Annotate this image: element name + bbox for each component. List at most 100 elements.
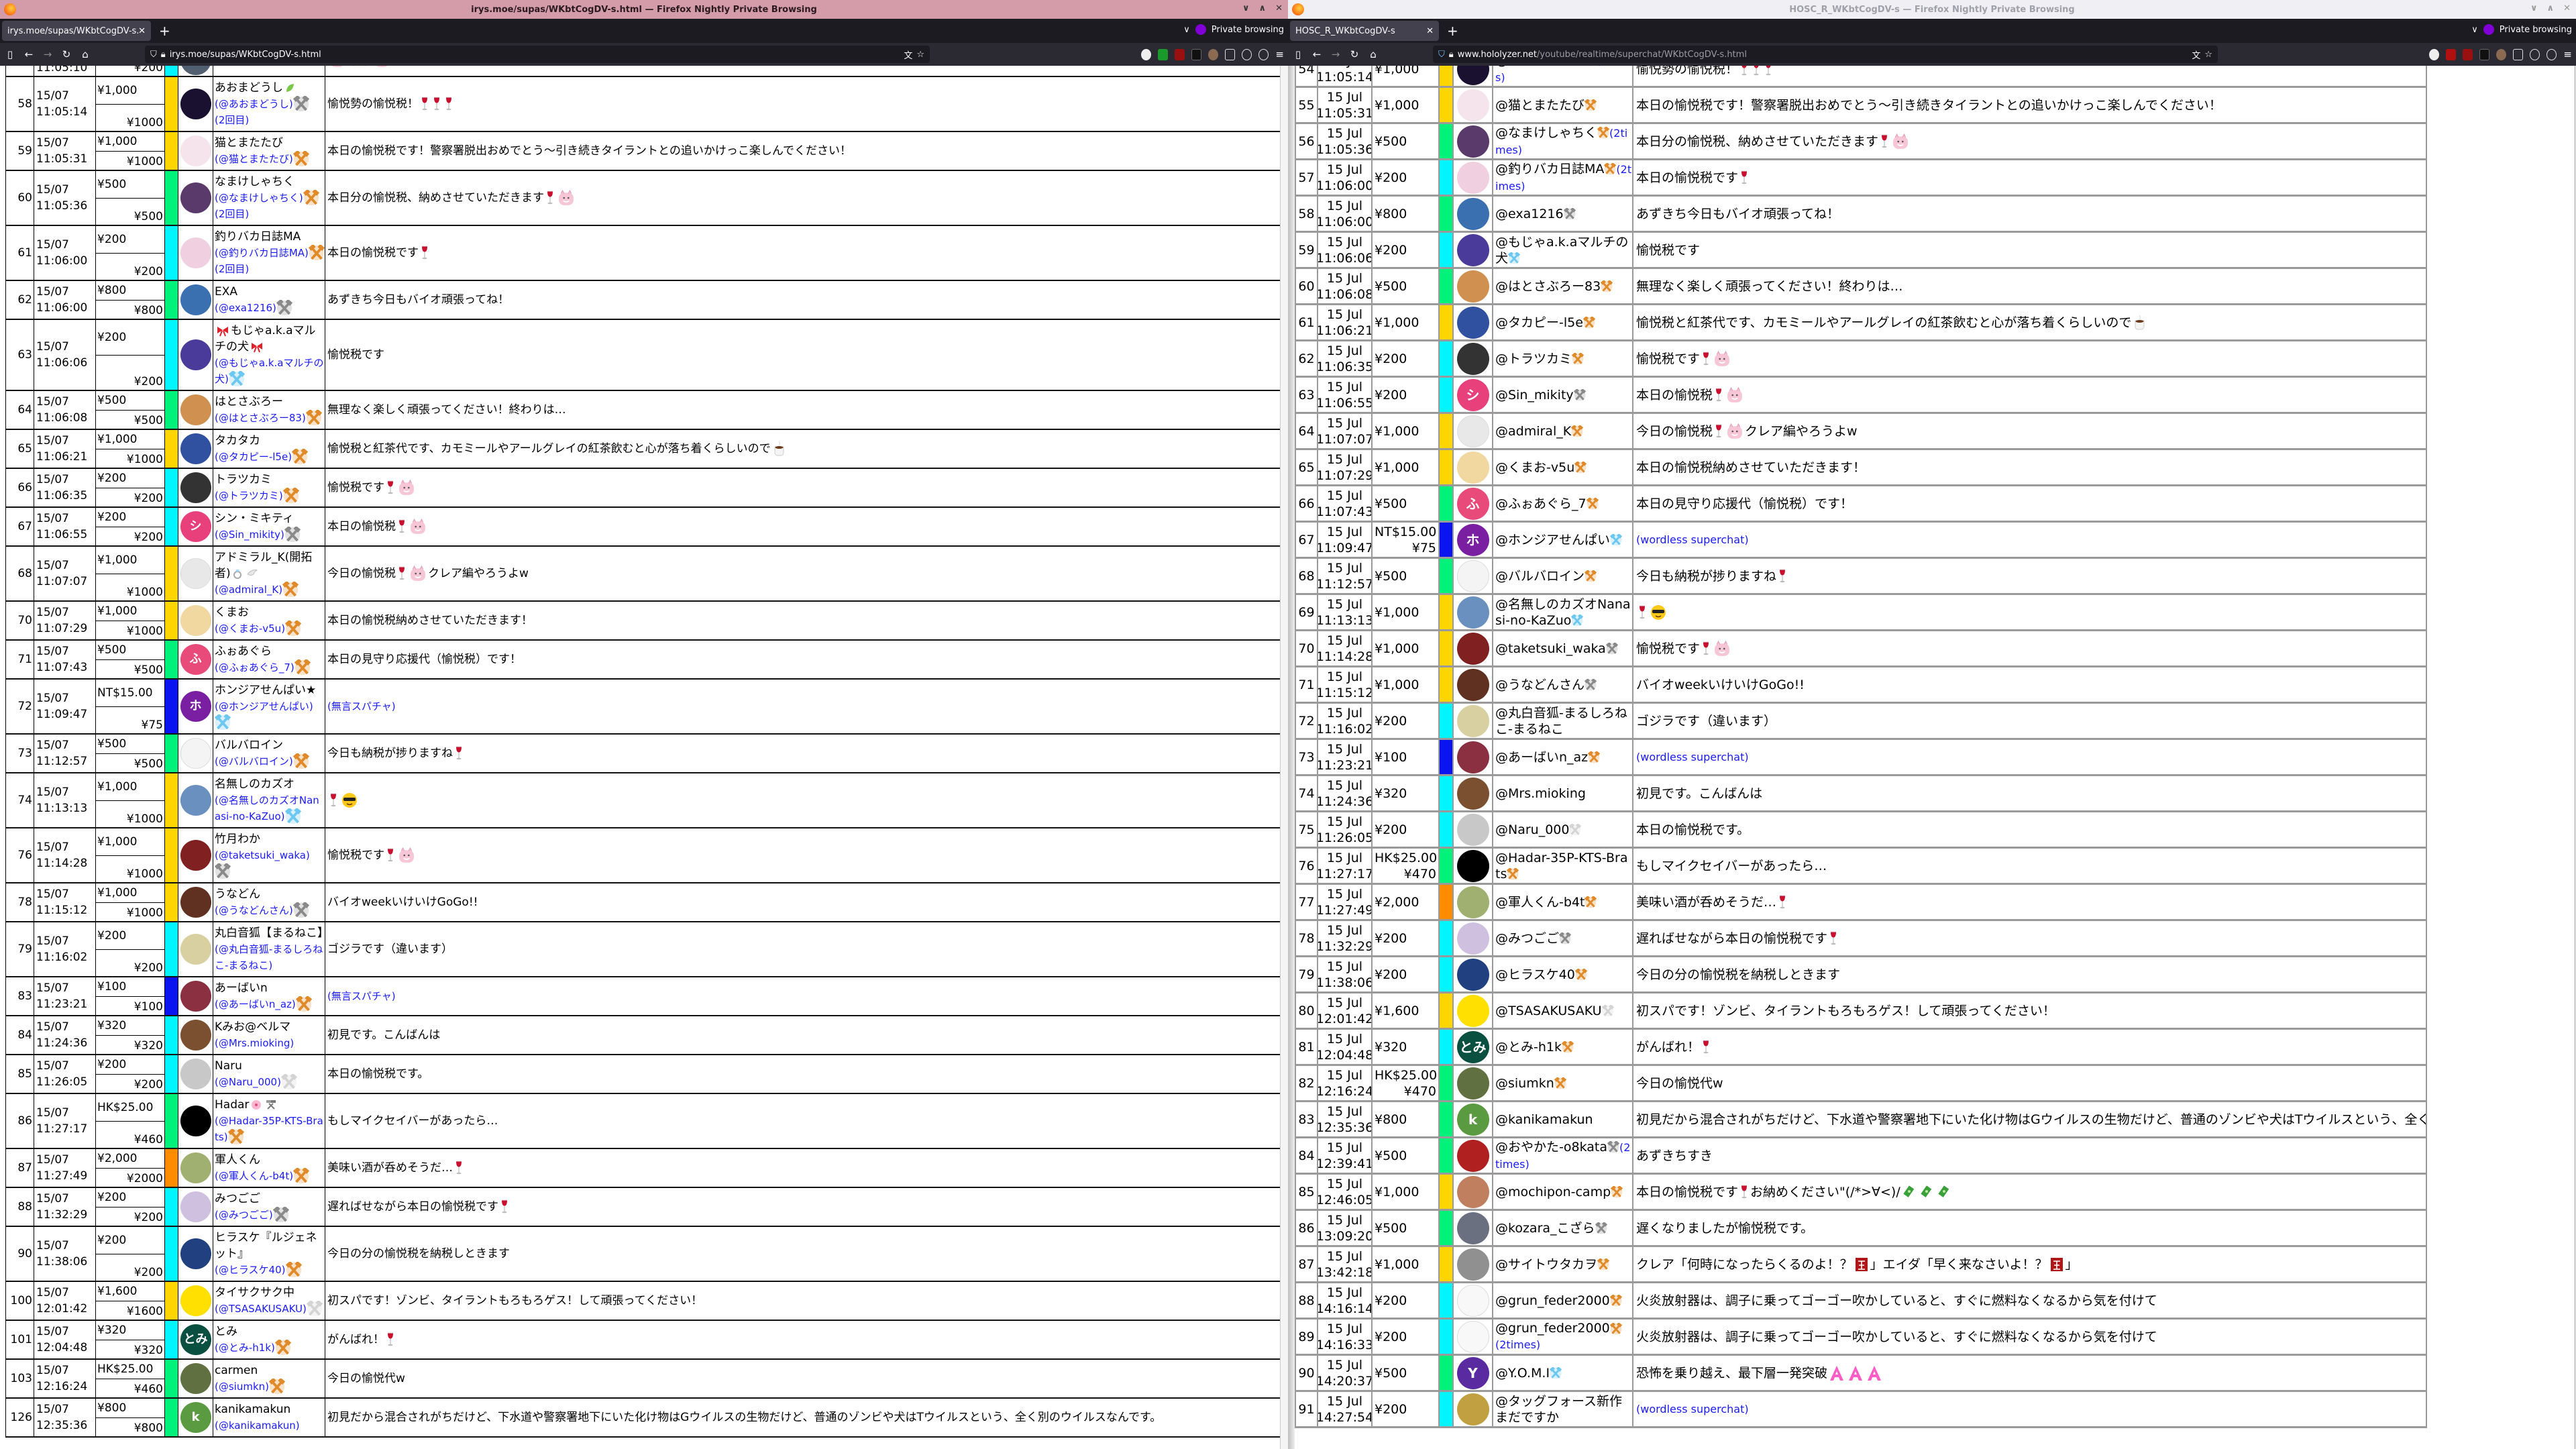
channel-handle-link[interactable]: (@siumkn) <box>215 1381 269 1393</box>
avatar[interactable] <box>1456 1284 1489 1317</box>
channel-handle-link[interactable]: @Naru_000 <box>1495 822 1570 837</box>
bookmark-star-icon[interactable]: ☆ <box>2204 49 2212 60</box>
channel-handle-link[interactable]: @Mrs.mioking <box>1495 786 1586 801</box>
extension-icon[interactable] <box>2496 48 2507 60</box>
account-icon[interactable] <box>1258 48 1269 60</box>
channel-handle-link[interactable]: @丸白音狐-まるしろねこ-まるねこ <box>1495 705 1627 737</box>
channel-handle-link[interactable]: @もじゃa.k.aマルチの犬 <box>1495 234 1629 266</box>
extension-icon[interactable] <box>1242 48 1252 60</box>
app-menu-button[interactable]: ≡ <box>1275 48 1284 60</box>
channel-handle-link[interactable]: @taketsuki_waka <box>1495 641 1606 656</box>
avatar[interactable]: ふ <box>180 644 211 675</box>
channel-handle-link[interactable]: (@exa1216) <box>215 302 276 314</box>
channel-handle-link[interactable]: (@なまけしゃちく) <box>215 192 303 204</box>
avatar[interactable] <box>1456 958 1489 991</box>
channel-handle-link[interactable]: @あーばいn_az <box>1495 749 1589 765</box>
avatar[interactable] <box>1456 306 1489 339</box>
maximize-button[interactable]: ∧ <box>2546 3 2555 13</box>
avatar[interactable] <box>1456 415 1489 447</box>
avatar[interactable]: シ <box>1456 378 1489 411</box>
translate-icon[interactable]: 文 <box>904 50 913 61</box>
channel-handle-link[interactable]: (@タカピー-l5e) <box>215 451 292 463</box>
channel-handle-link[interactable]: @ヒラスケ40 <box>1495 967 1575 982</box>
channel-handle-link[interactable]: @猫とまたたび <box>1495 97 1585 113</box>
channel-handle-link[interactable]: (@バルバロイン) <box>215 755 293 767</box>
avatar[interactable] <box>1456 596 1489 629</box>
minimize-button[interactable]: ∨ <box>1242 3 1250 13</box>
avatar[interactable]: ふ <box>1456 487 1489 520</box>
avatar[interactable] <box>180 605 211 636</box>
reload-icon[interactable]: ↻ <box>62 48 71 60</box>
channel-handle-link[interactable]: (@トラツカミ) <box>215 490 283 502</box>
channel-handle-link[interactable]: (@ふぉあぐら_7) <box>215 661 294 674</box>
avatar[interactable] <box>180 1059 211 1089</box>
channel-handle-link[interactable]: @バルバロイン <box>1495 568 1585 584</box>
channel-handle-link[interactable]: @サイトウタカヲ <box>1495 1256 1598 1272</box>
channel-handle-link[interactable]: @おやかた-o8kata <box>1495 1139 1607 1155</box>
avatar[interactable] <box>1456 777 1489 810</box>
channel-handle-link[interactable]: (@丸白音狐-まるしろねこ-まるねこ) <box>215 943 323 971</box>
channel-handle-link[interactable]: @TSASAKUSAKU <box>1495 1003 1602 1018</box>
avatar[interactable] <box>1456 632 1489 665</box>
channel-handle-link[interactable]: (@みつごご) <box>215 1209 273 1221</box>
channel-handle-link[interactable]: @exa1216 <box>1495 206 1564 221</box>
channel-handle-link[interactable]: @mochipon-camp <box>1495 1184 1611 1199</box>
channel-handle-link[interactable]: (@taketsuki_waka) <box>215 849 310 861</box>
channel-handle-link[interactable]: @あおまどうし <box>1495 66 1585 68</box>
shield-icon[interactable]: ⛉ <box>150 49 157 60</box>
translate-icon[interactable]: 文 <box>2192 50 2201 61</box>
extension-icon[interactable] <box>2513 48 2524 60</box>
avatar[interactable]: とみ <box>180 1324 211 1355</box>
extension-icon[interactable] <box>1191 48 1202 60</box>
extension-icon[interactable] <box>1208 48 1219 60</box>
avatar[interactable] <box>180 887 211 918</box>
new-tab-button[interactable]: + <box>1447 23 1458 39</box>
channel-handle-link[interactable]: (@kanikamakun) <box>215 1419 300 1432</box>
avatar[interactable] <box>1456 1139 1489 1172</box>
channel-handle-link[interactable]: @トラツカミ <box>1495 351 1572 366</box>
avatar[interactable] <box>180 785 211 816</box>
channel-handle-link[interactable]: @なまけしゃちく <box>1495 125 1598 140</box>
channel-handle-link[interactable]: @grun_feder2000 <box>1495 1293 1610 1308</box>
avatar[interactable] <box>180 1106 211 1136</box>
extension-icon[interactable] <box>1141 48 1152 60</box>
avatar[interactable] <box>1456 197 1489 230</box>
channel-handle-link[interactable]: (@Naru_000) <box>215 1076 281 1088</box>
avatar[interactable] <box>1456 451 1489 484</box>
avatar[interactable] <box>1456 741 1489 773</box>
channel-handle-link[interactable]: @みつごご <box>1495 930 1560 946</box>
extension-icon[interactable] <box>1225 48 1236 60</box>
avatar[interactable] <box>1456 704 1489 737</box>
channel-handle-link[interactable]: (@Mrs.mioking) <box>215 1037 294 1049</box>
avatar[interactable] <box>180 1285 211 1316</box>
avatar[interactable] <box>1456 559 1489 592</box>
extension-icon[interactable] <box>1158 48 1169 60</box>
avatar[interactable] <box>1456 125 1489 158</box>
channel-handle-link[interactable]: (@Sin_mikity) <box>215 529 284 541</box>
channel-handle-link[interactable]: (@あおまどうし) <box>215 98 293 110</box>
avatar[interactable] <box>1456 849 1489 882</box>
channel-handle-link[interactable]: (@はとさぶろー83) <box>215 412 306 424</box>
channel-handle-link[interactable]: (@とみ-h1k) <box>215 1342 275 1354</box>
channel-handle-link[interactable]: @kanikamakun <box>1495 1112 1593 1127</box>
lock-icon[interactable]: 🔒︎ <box>160 49 166 60</box>
sidebar-icon[interactable]: ▯ <box>7 48 13 60</box>
channel-handle-link[interactable]: (@admiral_K) <box>215 584 283 596</box>
avatar[interactable] <box>1456 922 1489 955</box>
channel-handle-link[interactable]: @タカピー-l5e <box>1495 315 1583 330</box>
channel-handle-link[interactable]: @とみ-h1k <box>1495 1039 1562 1055</box>
avatar[interactable] <box>180 1363 211 1394</box>
channel-handle-link[interactable]: @kozara_こざら <box>1495 1220 1595 1236</box>
channel-handle-link[interactable]: (@軍人くん-b4t) <box>215 1170 294 1182</box>
list-tabs-button[interactable]: ∨ <box>2471 24 2478 35</box>
back-arrow-icon[interactable]: ← <box>1312 48 1322 60</box>
channel-handle-link[interactable]: (@釣りバカ日誌MA) <box>215 247 309 259</box>
channel-handle-link[interactable]: (@名無しのカズオNanasi-no-KaZuo) <box>215 794 319 822</box>
channel-handle-link[interactable]: @Hadar-35P-KTS-Brats <box>1495 850 1628 881</box>
avatar[interactable] <box>180 934 211 965</box>
avatar[interactable] <box>180 284 211 315</box>
channel-handle-link[interactable]: @admiral_K <box>1495 423 1572 439</box>
channel-handle-link[interactable]: @Sin_mikity <box>1495 387 1574 402</box>
ublock-icon[interactable] <box>1175 48 1185 60</box>
avatar[interactable] <box>1456 668 1489 701</box>
